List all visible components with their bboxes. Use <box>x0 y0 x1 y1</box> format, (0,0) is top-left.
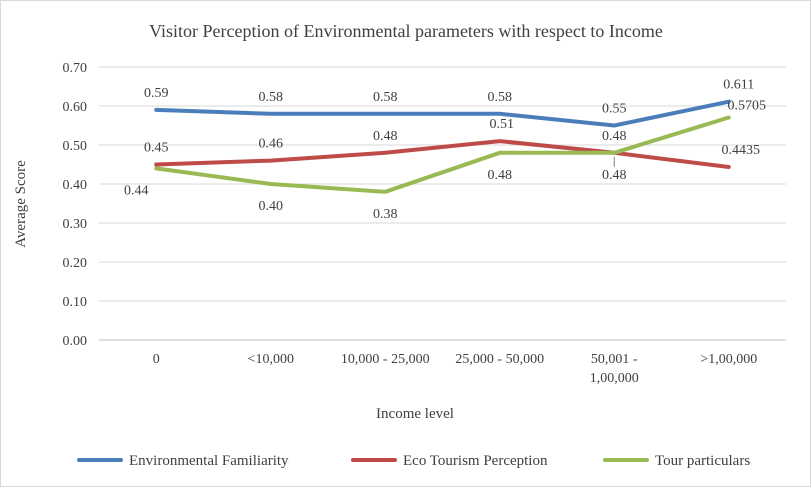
legend-label: Environmental Familiarity <box>129 453 289 469</box>
series-line <box>154 99 731 128</box>
legend: Environmental Familiarity Eco Tourism Per… <box>77 453 750 469</box>
data-label: 0.58 <box>259 90 284 105</box>
y-tick-label: 0.10 <box>63 295 88 310</box>
legend-item: Eco Tourism Perception <box>351 453 548 469</box>
legend-item: Environmental Familiarity <box>77 453 289 469</box>
data-label: 0.44 <box>124 183 149 198</box>
data-label: 0.51 <box>490 117 515 132</box>
y-axis-ticks: 0.00 0.10 0.20 0.30 0.40 0.50 0.60 0.70 <box>63 61 88 349</box>
data-label: 0.48 <box>602 129 627 144</box>
legend-label: Eco Tourism Perception <box>403 453 548 469</box>
chart-title: Visitor Perception of Environmental para… <box>149 21 663 41</box>
y-tick-label: 0.30 <box>63 217 88 232</box>
data-label: 0.5705 <box>728 99 767 114</box>
data-label: 0.38 <box>373 207 398 222</box>
legend-item: Tour particulars <box>603 453 750 469</box>
series-line <box>154 115 731 194</box>
x-axis-ticks: 0 <10,000 10,000 - 25,000 25,000 - 50,000 50… <box>153 352 757 386</box>
data-labels: 0.59 0.58 0.58 0.58 0.55 0.611 0.45 0.46 0.48 0.5… <box>124 78 766 222</box>
x-tick-label: 50,001 -1,00,000 <box>590 352 639 386</box>
x-tick-label: <10,000 <box>248 352 294 367</box>
x-tick-label: 0 <box>153 352 160 367</box>
data-label: 0.611 <box>723 78 754 93</box>
data-label: 0.40 <box>259 199 284 214</box>
x-axis-title: Income level <box>376 406 454 422</box>
x-tick-label: 25,000 - 50,000 <box>455 352 544 367</box>
series-lines <box>154 99 731 194</box>
x-tick-label: 10,000 - 25,000 <box>341 352 430 367</box>
y-tick-label: 0.00 <box>63 334 88 349</box>
y-axis-title: Average Score <box>13 160 29 248</box>
data-label: 0.45 <box>144 141 169 156</box>
legend-label: Tour particulars <box>655 453 750 469</box>
y-tick-label: 0.50 <box>63 139 88 154</box>
data-label: 0.4435 <box>722 143 761 158</box>
y-tick-label: 0.20 <box>63 256 88 271</box>
data-label: 0.46 <box>259 137 284 152</box>
data-label: 0.48 <box>602 168 627 183</box>
data-label: 0.48 <box>373 129 398 144</box>
data-label: 0.58 <box>373 90 398 105</box>
y-tick-label: 0.60 <box>63 100 88 115</box>
series-line <box>154 139 731 170</box>
x-tick-label: >1,00,000 <box>700 352 757 367</box>
data-label: 0.55 <box>602 102 627 117</box>
data-label: 0.59 <box>144 86 169 101</box>
y-tick-label: 0.70 <box>63 61 88 76</box>
y-tick-label: 0.40 <box>63 178 88 193</box>
data-label: 0.48 <box>488 168 513 183</box>
gridlines <box>99 66 786 341</box>
data-label: 0.58 <box>488 90 513 105</box>
